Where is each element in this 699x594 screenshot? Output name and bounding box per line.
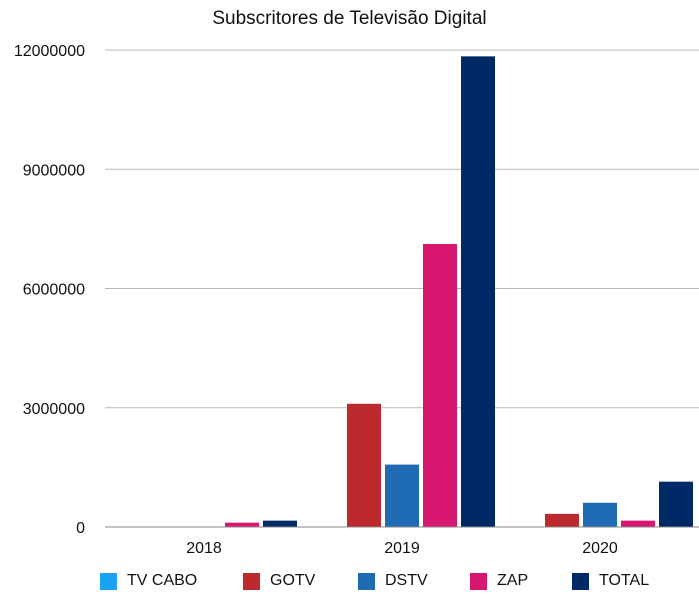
bar-gotv-2019 xyxy=(347,403,381,527)
bar-gotv-2020 xyxy=(545,513,579,527)
bars xyxy=(225,56,693,528)
bar-total-2018 xyxy=(263,520,297,527)
bar-total-2019 xyxy=(461,56,495,528)
x-tick-label: 2019 xyxy=(384,540,420,557)
bar-zap-2020 xyxy=(621,520,655,527)
legend-item: ZAP xyxy=(470,572,528,590)
legend-label: TV CABO xyxy=(127,572,198,589)
grid-lines xyxy=(105,49,699,409)
legend-label: TOTAL xyxy=(599,572,650,589)
bar-dstv-2020 xyxy=(583,502,617,527)
y-tick-label: 0 xyxy=(76,520,85,537)
legend-item: TOTAL xyxy=(572,572,649,590)
bar-dstv-2019 xyxy=(385,464,419,527)
legend-label: GOTV xyxy=(270,572,316,589)
legend-item: TV CABO xyxy=(100,572,197,590)
legend: TV CABO GOTV DSTV ZAP TOTAL xyxy=(0,572,699,594)
legend-label: ZAP xyxy=(497,572,529,589)
chart-title: Subscritores de Televisão Digital xyxy=(212,8,487,29)
bar-zap-2018 xyxy=(225,522,259,527)
legend-item: DSTV xyxy=(358,572,428,590)
legend-swatch xyxy=(100,572,117,590)
legend-swatch xyxy=(572,572,589,590)
y-axis-ticks: 0 3000000 6000000 9000000 12000000 xyxy=(14,43,85,537)
legend-swatch xyxy=(243,572,260,590)
x-axis-ticks: 2018 2019 2020 xyxy=(186,540,618,557)
bar-total-2020 xyxy=(659,481,693,527)
x-tick-label: 2020 xyxy=(582,540,618,557)
legend-label: DSTV xyxy=(385,572,428,589)
legend-swatch xyxy=(470,572,487,590)
x-tick-label: 2018 xyxy=(186,540,222,557)
bar-zap-2019 xyxy=(423,243,457,528)
legend-item: GOTV xyxy=(243,572,315,590)
legend-swatch xyxy=(358,572,375,590)
y-tick-label: 12000000 xyxy=(14,43,85,60)
y-tick-label: 9000000 xyxy=(23,162,85,179)
y-tick-label: 3000000 xyxy=(23,401,85,418)
y-tick-label: 6000000 xyxy=(23,282,85,299)
